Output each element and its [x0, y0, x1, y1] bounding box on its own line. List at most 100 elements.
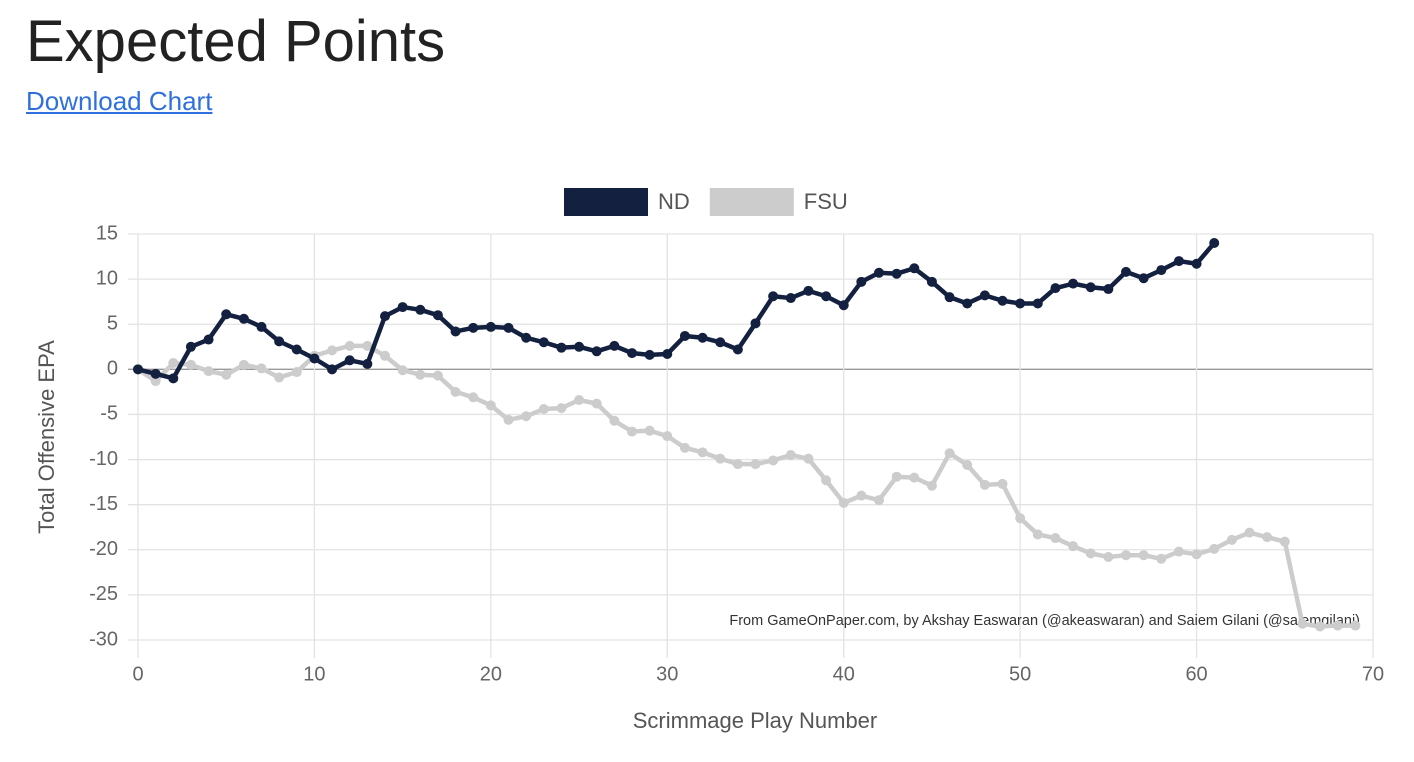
data-point [256, 363, 267, 374]
data-point [1297, 618, 1308, 629]
download-link[interactable]: Download Chart [26, 86, 213, 116]
data-point [168, 373, 179, 384]
data-point [1209, 238, 1220, 249]
data-point [397, 302, 408, 313]
data-point [574, 341, 585, 352]
data-point [591, 398, 602, 409]
data-point [644, 349, 655, 360]
data-point [1015, 513, 1026, 524]
data-point [133, 364, 143, 375]
data-point [1279, 536, 1290, 547]
legend-label[interactable]: ND [658, 189, 690, 214]
data-point [150, 376, 161, 387]
data-point [750, 318, 761, 329]
data-point [679, 442, 690, 453]
data-point [1173, 546, 1184, 557]
data-point [803, 453, 814, 464]
data-point [1226, 534, 1237, 545]
data-point [1121, 266, 1131, 277]
data-point [185, 341, 196, 352]
data-point [1173, 256, 1184, 267]
data-point [997, 295, 1008, 306]
y-tick-label: -10 [89, 448, 118, 470]
data-point [1332, 620, 1343, 631]
data-point [609, 415, 620, 426]
y-tick-label: 5 [107, 313, 118, 335]
data-point [732, 459, 743, 470]
legend-label[interactable]: FSU [804, 189, 848, 214]
data-point [591, 346, 602, 357]
data-point [1244, 527, 1255, 538]
data-point [362, 340, 373, 351]
data-point [1209, 543, 1220, 554]
x-tick-label: 0 [132, 663, 143, 685]
data-point [909, 472, 920, 483]
y-tick-label: -25 [89, 583, 118, 605]
data-point [644, 425, 655, 436]
data-point [962, 298, 973, 309]
data-point [238, 359, 249, 370]
data-point [1068, 278, 1079, 289]
data-point [468, 322, 479, 333]
data-point [1050, 533, 1061, 544]
data-point [1315, 621, 1326, 632]
y-tick-label: 0 [107, 358, 118, 380]
data-point [944, 292, 955, 303]
x-tick-label: 50 [1009, 663, 1031, 685]
data-point [979, 290, 990, 301]
data-point [768, 291, 779, 302]
data-point [291, 367, 302, 378]
data-point [503, 322, 514, 333]
data-point [909, 263, 920, 274]
y-tick-label: -15 [89, 493, 118, 515]
data-point [432, 310, 443, 321]
data-point [150, 368, 161, 379]
data-point [1068, 541, 1079, 552]
data-point [662, 348, 673, 359]
data-point [1191, 549, 1202, 560]
data-point [944, 448, 955, 459]
data-point [415, 369, 426, 380]
data-point [1050, 283, 1061, 294]
data-point [1191, 258, 1202, 269]
data-point [1032, 298, 1043, 309]
data-point [185, 359, 196, 370]
data-point [874, 495, 884, 506]
data-point [891, 268, 902, 279]
data-point [838, 497, 849, 508]
data-point [1156, 553, 1167, 564]
data-point [732, 344, 743, 355]
x-tick-label: 70 [1362, 663, 1384, 685]
data-point [274, 336, 285, 347]
data-point [485, 400, 496, 411]
data-point [856, 490, 867, 501]
data-point [432, 370, 443, 381]
data-point [256, 321, 267, 332]
data-point [344, 355, 355, 366]
legend-swatch[interactable] [709, 188, 794, 216]
data-point [1103, 284, 1114, 295]
data-point [556, 403, 567, 414]
x-tick-label: 60 [1185, 663, 1207, 685]
data-point [327, 364, 338, 375]
data-point [556, 342, 567, 353]
y-tick-label: 15 [96, 222, 118, 244]
data-point [503, 414, 514, 425]
data-point [221, 309, 232, 320]
page-title: Expected Points [26, 9, 446, 74]
data-point [962, 459, 973, 470]
x-axis-label: Scrimmage Play Number [633, 708, 878, 733]
data-point [627, 426, 637, 437]
data-point [1085, 548, 1096, 559]
data-point [521, 332, 532, 343]
data-point [203, 366, 214, 377]
data-point [715, 453, 726, 464]
data-point [750, 459, 761, 470]
data-point [891, 471, 902, 482]
legend-swatch[interactable] [564, 188, 648, 216]
data-point [821, 475, 832, 486]
data-point [697, 332, 708, 343]
data-point [997, 478, 1008, 489]
